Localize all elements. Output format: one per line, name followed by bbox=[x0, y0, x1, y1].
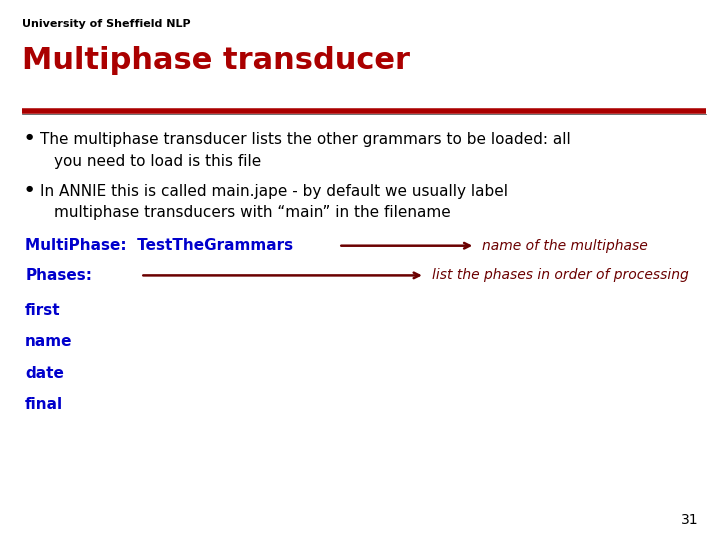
Text: multiphase transducers with “main” in the filename: multiphase transducers with “main” in th… bbox=[54, 205, 451, 220]
Text: ●: ● bbox=[25, 132, 32, 141]
Text: Multiphase transducer: Multiphase transducer bbox=[22, 46, 410, 75]
Text: Phases:: Phases: bbox=[25, 268, 92, 283]
Text: The multiphase transducer lists the other grammars to be loaded: all: The multiphase transducer lists the othe… bbox=[40, 132, 570, 147]
Text: In ANNIE this is called main.jape - by default we usually label: In ANNIE this is called main.jape - by d… bbox=[40, 184, 508, 199]
Text: ●: ● bbox=[25, 184, 32, 193]
Text: final: final bbox=[25, 397, 63, 412]
Text: MultiPhase:  TestTheGrammars: MultiPhase: TestTheGrammars bbox=[25, 238, 293, 253]
Text: first: first bbox=[25, 303, 60, 318]
Text: University of Sheffield NLP: University of Sheffield NLP bbox=[22, 19, 190, 29]
Text: name of the multiphase: name of the multiphase bbox=[482, 239, 648, 253]
Text: date: date bbox=[25, 366, 64, 381]
Text: name: name bbox=[25, 334, 73, 349]
Text: 31: 31 bbox=[681, 512, 698, 526]
Text: you need to load is this file: you need to load is this file bbox=[54, 154, 261, 169]
Text: list the phases in order of processing: list the phases in order of processing bbox=[432, 268, 689, 282]
